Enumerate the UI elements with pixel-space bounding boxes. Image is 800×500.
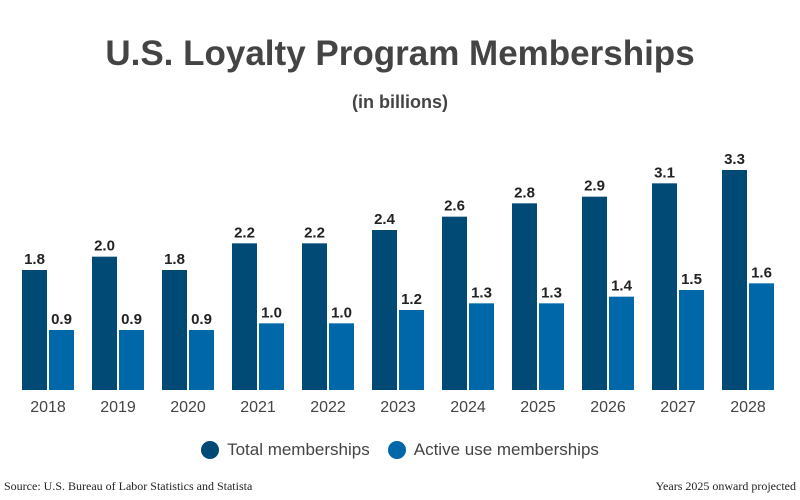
bar-chart: 1.8 0.9 2018 2.0 0.9 2019 1.8 0.9 2020 2.2 1.0 2021… — [22, 151, 774, 416]
data-label: 2.0 — [94, 238, 115, 255]
bar-total-2027 — [652, 183, 677, 390]
data-label: 2.6 — [444, 198, 465, 215]
legend-item-total: Total memberships — [201, 440, 370, 460]
bar-active-2018 — [49, 330, 74, 390]
bar-total-2025 — [512, 203, 537, 390]
bar-total-2019 — [92, 256, 117, 390]
x-tick-label: 2022 — [310, 399, 346, 416]
x-tick-label: 2021 — [240, 399, 276, 416]
legend-swatch-active — [387, 441, 406, 459]
data-label: 2.9 — [584, 178, 605, 195]
bar-active-2027 — [679, 290, 704, 390]
data-label: 1.6 — [751, 264, 772, 281]
bar-total-2022 — [302, 243, 327, 390]
bar-total-2024 — [442, 216, 467, 390]
legend: Total memberships Active use memberships — [0, 440, 800, 460]
data-label: 1.4 — [611, 278, 633, 295]
bar-active-2021 — [259, 323, 284, 390]
x-tick-label: 2020 — [170, 399, 206, 416]
legend-item-active: Active use memberships — [387, 440, 599, 460]
data-label: 3.1 — [654, 164, 675, 181]
chart-subtitle: (in billions) — [352, 92, 448, 112]
data-label: 2.8 — [514, 184, 535, 201]
legend-label-total: Total memberships — [227, 440, 370, 459]
bar-total-2028 — [722, 170, 747, 390]
chart-title: U.S. Loyalty Program Memberships — [105, 34, 695, 73]
data-label: 0.9 — [121, 311, 142, 328]
data-label: 2.2 — [304, 224, 325, 241]
data-label: 1.8 — [24, 251, 45, 268]
x-tick-label: 2028 — [730, 399, 766, 416]
data-label: 1.5 — [681, 271, 702, 288]
source-note: Source: U.S. Bureau of Labor Statistics … — [4, 479, 253, 493]
data-label: 1.3 — [471, 284, 492, 301]
x-tick-label: 2019 — [100, 399, 136, 416]
bar-total-2020 — [162, 270, 187, 390]
x-tick-label: 2023 — [380, 399, 416, 416]
data-label: 1.0 — [331, 304, 352, 321]
bar-total-2026 — [582, 196, 607, 390]
x-tick-label: 2024 — [450, 399, 486, 416]
x-tick-label: 2025 — [520, 399, 556, 416]
x-tick-label: 2026 — [590, 399, 626, 416]
data-label: 2.2 — [234, 224, 255, 241]
data-label: 1.2 — [401, 291, 422, 308]
bar-active-2019 — [119, 330, 144, 390]
bar-active-2023 — [399, 310, 424, 390]
bar-total-2023 — [372, 230, 397, 390]
bar-active-2028 — [749, 283, 774, 390]
x-tick-label: 2027 — [660, 399, 696, 416]
bar-active-2024 — [469, 303, 494, 390]
data-label: 2.4 — [374, 211, 396, 228]
data-label: 0.9 — [191, 311, 212, 328]
x-tick-label: 2018 — [30, 399, 66, 416]
data-label: 3.3 — [724, 151, 745, 168]
legend-swatch-total — [201, 441, 220, 459]
bar-active-2026 — [609, 296, 634, 390]
bar-active-2025 — [539, 303, 564, 390]
bar-total-2021 — [232, 243, 257, 390]
bar-active-2020 — [189, 330, 214, 390]
data-label: 1.0 — [261, 304, 282, 321]
data-label: 1.3 — [541, 284, 562, 301]
legend-label-active: Active use memberships — [413, 440, 599, 459]
data-label: 0.9 — [51, 311, 72, 328]
data-label: 1.8 — [164, 251, 185, 268]
projection-note: Years 2025 onward projected — [655, 479, 796, 493]
bar-total-2018 — [22, 270, 47, 390]
bar-active-2022 — [329, 323, 354, 390]
